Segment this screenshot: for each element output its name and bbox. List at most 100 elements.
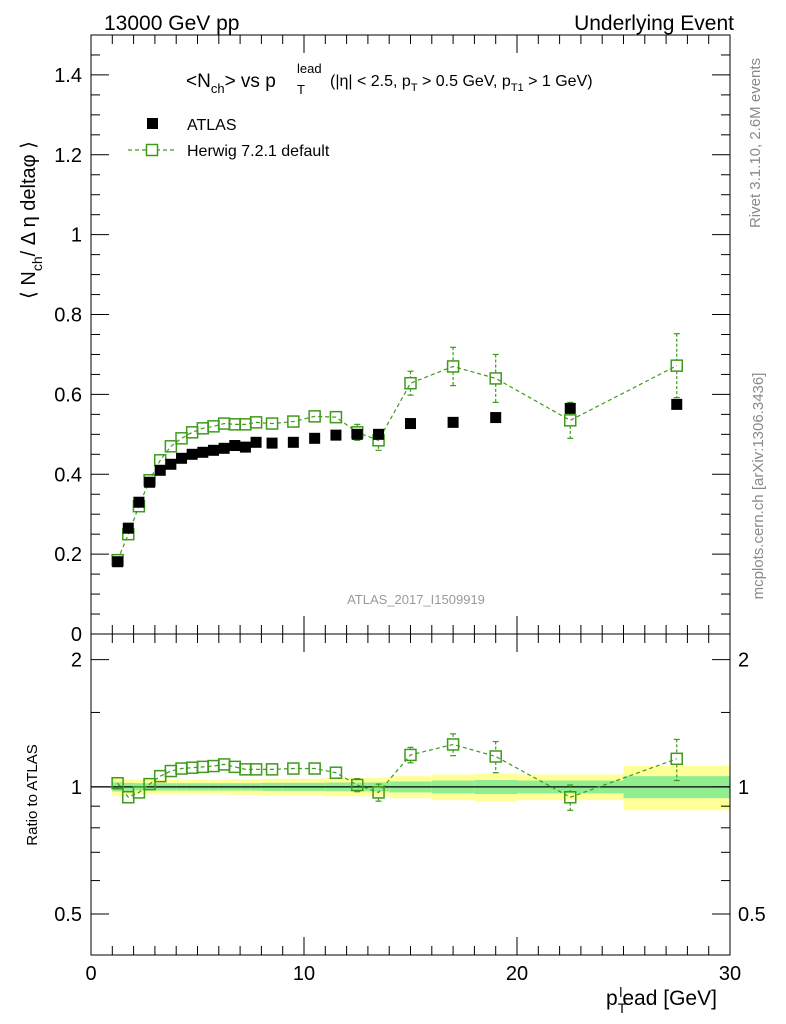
herwig-point — [308, 410, 321, 423]
xlabel-b: ead [GeV] — [622, 987, 717, 1010]
legend-atlas-marker — [147, 118, 158, 129]
atlas-point — [122, 522, 134, 534]
atlas-point — [266, 437, 278, 449]
legend: ATLAS Herwig 7.2.1 default — [128, 117, 330, 160]
atlas-point — [186, 448, 198, 460]
main-y-tick-labels: 0 0.2 0.4 0.6 0.8 1 1.2 1.4 — [54, 65, 82, 646]
herwig-point — [249, 416, 263, 429]
main-y-tick-label: 1 — [71, 225, 82, 247]
ratio-y-tick-label-right: 2 — [738, 650, 749, 672]
xlabel-a: p — [606, 987, 618, 1010]
main-y-tick-label: 0 — [71, 624, 82, 646]
herwig-point — [207, 420, 220, 433]
ratio-y-tick-label-right: 1 — [738, 777, 749, 799]
title-cuts-sub2: T1 — [511, 82, 524, 94]
side-label-rivet: Rivet 3.1.10, 2.6M events — [747, 58, 764, 228]
ratio-axis-ticks — [90, 634, 731, 955]
ratio-herwig-point — [446, 738, 460, 751]
main-y-tick-label: 0.2 — [54, 544, 82, 566]
title-main-end: > vs p — [225, 71, 276, 92]
atlas-point — [229, 440, 241, 452]
title-main-sup: lead — [297, 61, 322, 76]
atlas-point — [176, 452, 188, 464]
ylabel-sub: ch — [29, 256, 45, 271]
ratio-herwig-point — [132, 786, 146, 799]
herwig-point — [265, 417, 279, 430]
main-y-axis-label: ⟨ Nch/ Δ η deltaφ ⟩ — [18, 141, 45, 299]
header-left: 13000 GeV pp — [104, 12, 239, 35]
analysis-label: ATLAS_2017_I1509919 — [347, 592, 485, 607]
atlas-point — [165, 458, 177, 470]
herwig-point — [446, 360, 460, 373]
herwig-point — [489, 372, 502, 385]
atlas-point — [112, 556, 124, 568]
herwig-line — [117, 365, 678, 561]
herwig-point — [329, 410, 343, 424]
ratio-herwig-point — [228, 760, 242, 774]
atlas-point — [144, 476, 156, 488]
atlas-point — [373, 428, 385, 440]
ratio-y-tick-label-right: 0.5 — [738, 904, 766, 926]
ylabel-a: ⟨ N — [18, 271, 40, 299]
atlas-point — [207, 444, 219, 456]
title-cuts-b: > 0.5 GeV, p — [418, 73, 511, 90]
ratio-herwig-point — [670, 752, 683, 766]
ratio-herwig-point — [329, 766, 343, 779]
atlas-point — [330, 429, 342, 441]
x-tick-label: 10 — [293, 963, 315, 985]
legend-atlas-label: ATLAS — [187, 117, 237, 134]
x-tick-label: 0 — [85, 963, 96, 985]
atlas-point — [564, 402, 576, 414]
ratio-herwig-point — [564, 790, 577, 804]
atlas-point — [287, 436, 299, 448]
main-axis-ticks — [90, 34, 731, 635]
herwig-point — [185, 426, 199, 439]
atlas-point — [154, 464, 166, 476]
main-y-tick-label: 1.2 — [54, 145, 82, 167]
side-label-mcplots: mcplots.cern.ch [arXiv:1306.3436] — [750, 373, 767, 600]
main-y-tick-label: 0.4 — [54, 464, 82, 486]
ratio-herwig-point — [265, 763, 279, 776]
ratio-herwig-point — [351, 778, 364, 792]
title-main: <N — [186, 71, 211, 92]
ratio-herwig-point — [404, 748, 417, 762]
herwig-point — [404, 376, 417, 390]
title-cuts: (|η| < 2.5, pT > 0.5 GeV, pT1 > 1 GeV) — [330, 73, 593, 94]
atlas-point — [671, 398, 683, 410]
ratio-herwig-point — [372, 786, 385, 799]
legend-herwig-label: Herwig 7.2.1 default — [187, 143, 330, 160]
ratio-y-tick-label-left: 2 — [71, 650, 82, 672]
atlas-point — [239, 441, 251, 453]
main-y-tick-label: 0.6 — [54, 384, 82, 406]
main-series-layer — [111, 333, 683, 568]
ratio-y-axis-label: Ratio to ATLAS — [24, 744, 41, 845]
title-main-T: T — [297, 82, 305, 97]
title-cuts-sub1: T — [411, 82, 418, 94]
ratio-herwig-line — [117, 743, 677, 798]
legend-herwig-marker — [145, 143, 159, 157]
main-y-tick-label: 0.8 — [54, 305, 82, 327]
herwig-point — [164, 440, 178, 453]
x-tick-label: 20 — [506, 963, 528, 985]
atlas-point — [490, 412, 502, 424]
x-tick-label: 30 — [719, 963, 741, 985]
herwig-point — [564, 414, 577, 427]
atlas-point — [133, 496, 145, 508]
ratio-y-tick-labels: 0.5 0.5 1 1 2 2 — [54, 650, 766, 926]
x-tick-labels: 0 10 20 30 — [85, 963, 741, 985]
main-y-tick-label: 1.4 — [54, 65, 82, 87]
xlabel-sub: T — [618, 1000, 627, 1016]
xlabel-sup: l — [619, 984, 622, 1000]
plot-title: <Nch> vs p — [186, 71, 276, 96]
ratio-herwig-point — [164, 764, 178, 778]
herwig-point — [670, 359, 683, 372]
atlas-point — [218, 442, 230, 454]
title-cuts-a: (|η| < 2.5, p — [330, 73, 411, 90]
ratio-y-tick-label-left: 1 — [71, 777, 82, 799]
atlas-point — [351, 428, 363, 440]
ylabel-b: / Δ η deltaφ ⟩ — [18, 141, 40, 256]
atlas-point — [447, 416, 459, 428]
herwig-point — [287, 415, 300, 428]
ratio-herwig-point — [249, 763, 263, 776]
